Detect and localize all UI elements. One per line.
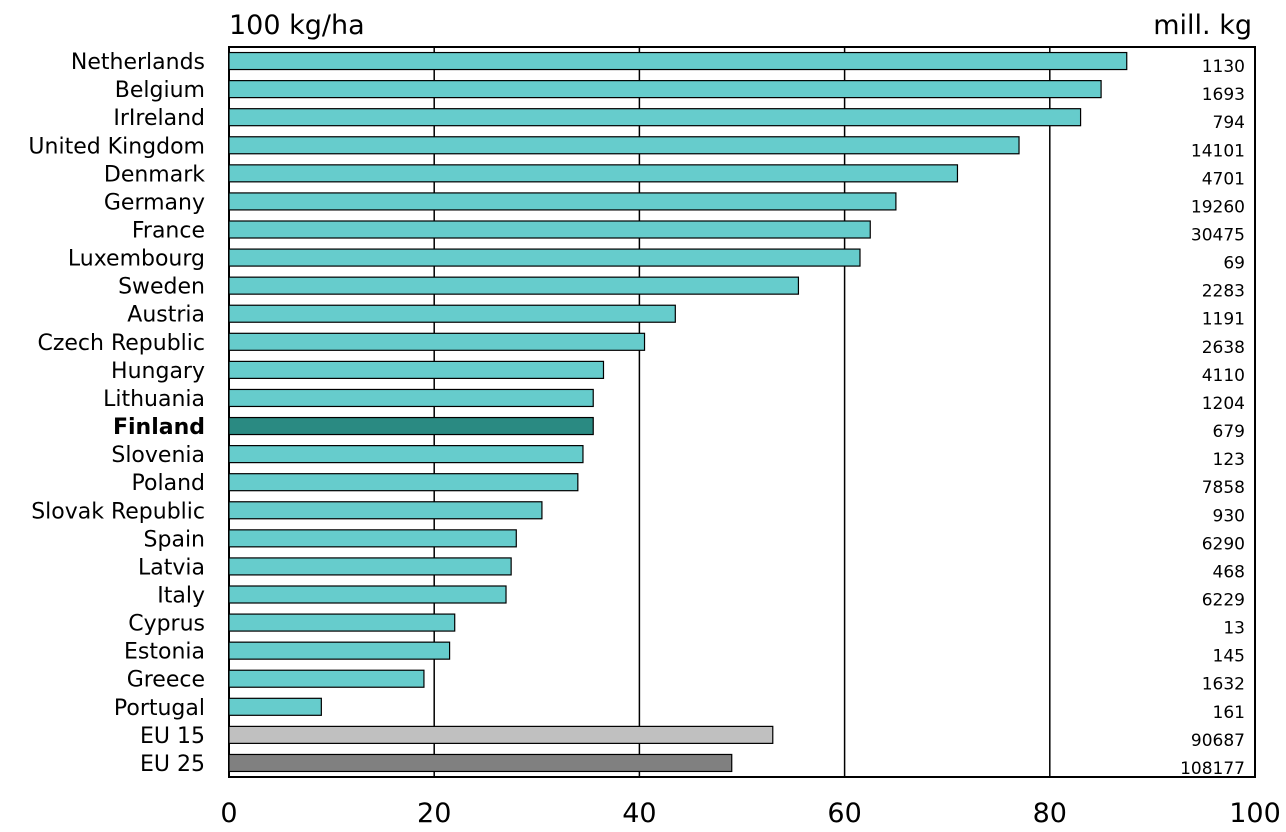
secondary-value-label: 2283: [1202, 282, 1245, 302]
secondary-value-label: 4701: [1202, 169, 1245, 189]
category-label: EU 15: [140, 724, 205, 749]
bar: [228, 136, 1020, 155]
bar: [228, 473, 579, 492]
bar: [228, 192, 897, 211]
bar: [228, 248, 861, 267]
x-tick-label: 40: [622, 798, 656, 829]
secondary-value-label: 14101: [1191, 141, 1245, 161]
secondary-value-label: 1632: [1202, 675, 1245, 695]
x-unit-label: 100 kg/ha: [229, 10, 365, 41]
bar: [228, 641, 451, 660]
bar: [228, 585, 507, 604]
bar: [228, 388, 594, 408]
bar: [228, 753, 733, 773]
category-label: EU 25: [140, 752, 205, 777]
category-label: Austria: [127, 303, 205, 328]
category-label: Greece: [127, 668, 205, 693]
bar: [228, 557, 512, 576]
bar: [228, 360, 605, 379]
category-label: Sweden: [118, 275, 205, 300]
bar: [228, 164, 959, 183]
category-label: Finland: [113, 415, 205, 440]
bar: [228, 80, 1102, 99]
category-label: Hungary: [111, 359, 205, 384]
bar: [228, 304, 676, 323]
category-label: Estonia: [124, 640, 205, 665]
secondary-value-label: 2638: [1202, 338, 1245, 358]
secondary-value-label: 161: [1213, 703, 1245, 723]
bar: [228, 613, 456, 632]
category-label: Germany: [104, 190, 205, 215]
category-label: Belgium: [115, 78, 205, 103]
category-label: Cyprus: [128, 612, 205, 637]
category-label: France: [132, 219, 205, 244]
bar: [228, 416, 594, 436]
secondary-value-label: 7858: [1202, 478, 1245, 498]
category-label: Spain: [144, 527, 205, 552]
secondary-value-label: 13: [1223, 619, 1245, 639]
category-label: Poland: [132, 471, 205, 496]
secondary-value-label: 1130: [1202, 57, 1245, 77]
category-label: Czech Republic: [37, 331, 205, 356]
bar: [228, 220, 871, 239]
secondary-value-label: 6229: [1202, 591, 1245, 611]
secondary-value-label: 679: [1213, 422, 1245, 442]
category-label: Denmark: [104, 162, 205, 187]
secondary-value-label: 6290: [1202, 534, 1245, 554]
plot-frame: [228, 46, 1256, 778]
secondary-value-label: 930: [1213, 506, 1245, 526]
secondary-value-label: 468: [1213, 562, 1245, 582]
bar: [228, 51, 1128, 71]
secondary-value-label: 1693: [1202, 85, 1245, 105]
x-tick-label: 80: [1033, 798, 1067, 829]
category-label: Italy: [157, 584, 205, 609]
bar: [228, 332, 646, 351]
bar: [228, 501, 543, 520]
category-label: Lithuania: [103, 387, 205, 412]
category-label: Latvia: [138, 555, 205, 580]
category-label: Netherlands: [71, 50, 205, 75]
category-label: Portugal: [114, 696, 205, 721]
secondary-value-label: 1204: [1202, 394, 1245, 414]
secondary-value-label: 145: [1213, 647, 1245, 667]
secondary-value-label: 19260: [1191, 197, 1245, 217]
secondary-value-label: 108177: [1180, 759, 1245, 779]
category-label: United Kingdom: [28, 134, 205, 159]
bar: [228, 669, 425, 688]
x-tick-label: 100: [1229, 798, 1281, 829]
bar: [228, 529, 517, 548]
secondary-value-label: 1191: [1202, 310, 1245, 330]
x-tick-label: 20: [417, 798, 451, 829]
secondary-unit-label: mill. kg: [1153, 10, 1252, 41]
secondary-value-label: 69: [1223, 254, 1245, 274]
secondary-value-label: 4110: [1202, 366, 1245, 386]
category-label: Luxembourg: [68, 247, 205, 272]
category-label: Slovak Republic: [31, 499, 205, 524]
secondary-value-label: 794: [1213, 113, 1245, 133]
bar: [228, 445, 584, 464]
x-tick-label: 0: [220, 798, 237, 829]
x-tick-label: 60: [827, 798, 861, 829]
bar: [228, 108, 1082, 127]
secondary-value-label: 123: [1213, 450, 1245, 470]
category-label: IrIreland: [113, 106, 205, 131]
bar: [228, 276, 800, 295]
category-label: Slovenia: [111, 443, 205, 468]
secondary-value-label: 30475: [1191, 226, 1245, 246]
bar: [228, 725, 774, 744]
secondary-value-label: 90687: [1191, 731, 1245, 751]
bar: [228, 697, 322, 716]
